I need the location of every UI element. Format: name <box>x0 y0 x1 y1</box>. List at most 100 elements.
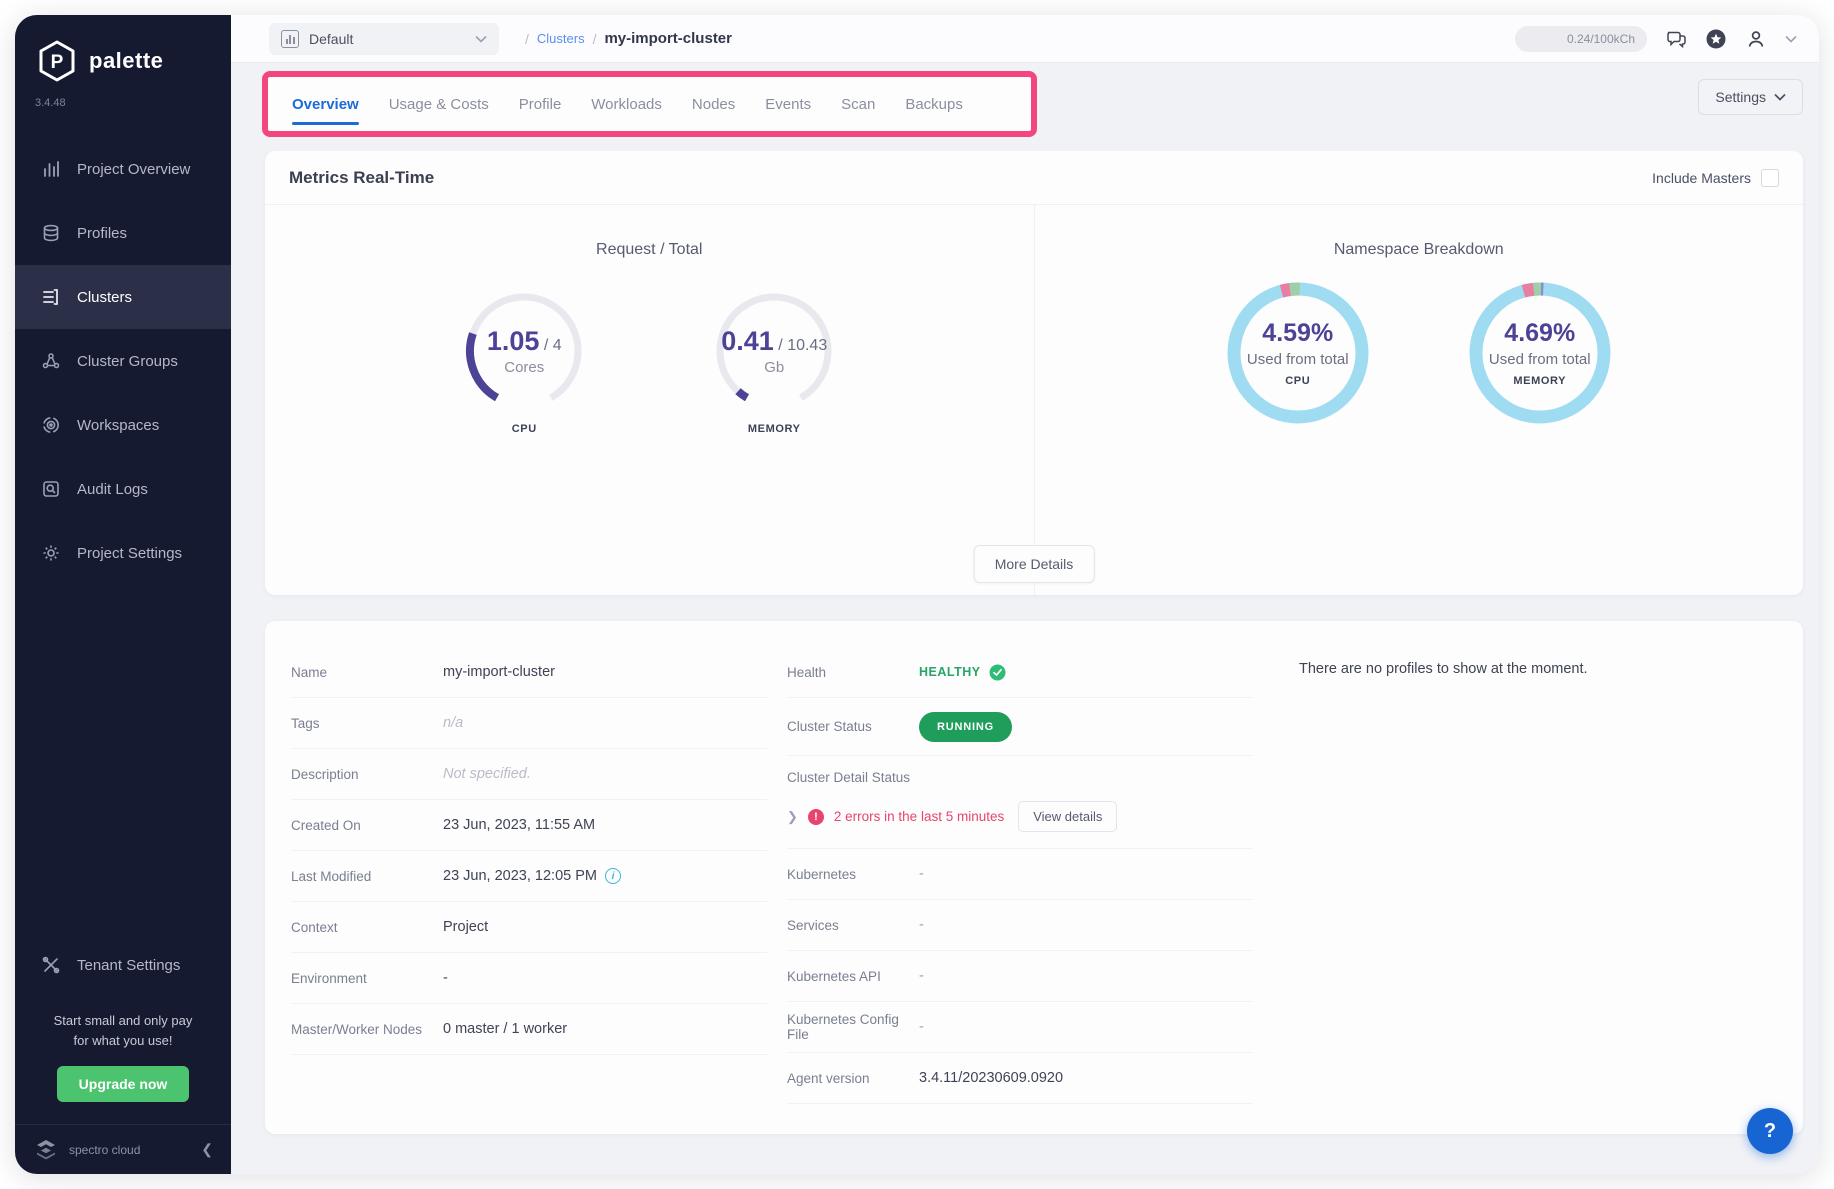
sidebar-item-label: Audit Logs <box>77 480 148 498</box>
view-details-button[interactable]: View details <box>1018 801 1118 832</box>
tab-nodes[interactable]: Nodes <box>691 95 736 113</box>
profiles-column: There are no profiles to show at the mom… <box>1273 647 1777 1104</box>
sidebar-item-clusters[interactable]: Clusters <box>15 265 231 329</box>
chat-icon[interactable] <box>1665 28 1687 50</box>
network-nodes-icon <box>41 351 61 371</box>
breadcrumb-link-clusters[interactable]: Clusters <box>536 31 585 46</box>
project-selector-value: Default <box>309 30 354 47</box>
tabs-row: Overview Usage & Costs Profile Workloads… <box>231 63 1819 151</box>
info-row-environment: Environment - <box>291 953 767 1004</box>
sidebar-item-label: Clusters <box>77 288 133 306</box>
audit-search-icon <box>41 479 61 499</box>
breadcrumb-separator: / <box>592 30 597 47</box>
sidebar-item-audit-logs[interactable]: Audit Logs <box>15 457 231 521</box>
star-circle-icon[interactable] <box>1705 28 1727 50</box>
sidebar-item-cluster-groups[interactable]: Cluster Groups <box>15 329 231 393</box>
cluster-details-card: Name my-import-cluster Tags n/a Descript… <box>265 621 1803 1134</box>
svg-text:P: P <box>51 52 64 73</box>
namespace-memory-percent: 4.69% <box>1504 319 1576 347</box>
info-row-tags: Tags n/a <box>291 698 767 749</box>
palette-logo-icon: P <box>35 39 79 83</box>
tab-usage-costs[interactable]: Usage & Costs <box>388 95 489 113</box>
tab-overview[interactable]: Overview <box>292 77 359 131</box>
tab-workloads[interactable]: Workloads <box>591 95 662 113</box>
sidebar-item-project-overview[interactable]: Project Overview <box>15 137 231 201</box>
detail-status-label: Cluster Detail Status <box>787 770 911 785</box>
tabs-annotation-highlight: Overview Usage & Costs Profile Workloads… <box>262 71 1037 137</box>
sidebar-menu: Project Overview Profiles Clusters <box>15 137 231 585</box>
sidebar-item-label: Project Settings <box>77 544 183 562</box>
tab-scan[interactable]: Scan <box>841 95 876 113</box>
sidebar-item-workspaces[interactable]: Workspaces <box>15 393 231 457</box>
namespace-memory-subtitle: Used from total <box>1488 351 1591 368</box>
sidebar-item-project-settings[interactable]: Project Settings <box>15 521 231 585</box>
request-total-pane: Request / Total 1.05 / 4 <box>265 205 1035 595</box>
project-chart-icon <box>281 29 299 48</box>
sidebar-item-label: Tenant Settings <box>77 956 181 974</box>
breadcrumb: / Clusters / my-import-cluster <box>525 30 732 47</box>
cluster-status-column: Health HEALTHY Cluster Status RUNNING Cl… <box>787 647 1253 1104</box>
namespace-cpu-donut: 4.59% Used from total CPU <box>1218 273 1378 433</box>
user-icon[interactable] <box>1745 28 1767 50</box>
tab-profile[interactable]: Profile <box>518 95 562 113</box>
memory-unit: Gb <box>764 359 785 376</box>
healthy-check-icon <box>989 664 1006 681</box>
sidebar-collapse-icon[interactable]: ❮ <box>201 1141 213 1157</box>
breadcrumb-current: my-import-cluster <box>604 30 732 47</box>
info-row-master-worker: Master/Worker Nodes 0 master / 1 worker <box>291 1004 767 1055</box>
status-row-kubernetes: Kubernetes - <box>787 849 1253 900</box>
credits-badge: 0.24/100kCh <box>1515 25 1647 52</box>
memory-used-value: 0.41 <box>721 326 774 356</box>
breadcrumb-separator: / <box>525 30 529 47</box>
namespace-memory-caption: MEMORY <box>1513 375 1567 387</box>
info-row-name: Name my-import-cluster <box>291 647 767 698</box>
settings-button-label: Settings <box>1715 89 1766 105</box>
namespace-breakdown-title: Namespace Breakdown <box>1333 241 1504 258</box>
cluster-info-column: Name my-import-cluster Tags n/a Descript… <box>291 647 767 1104</box>
spectro-cloud-wordmark: spectro cloud <box>69 1142 141 1157</box>
error-icon: ! <box>807 808 824 825</box>
project-selector[interactable]: Default <box>269 22 499 55</box>
chevron-down-icon[interactable] <box>1785 30 1797 48</box>
chevron-down-icon <box>1774 93 1786 101</box>
tools-icon <box>41 955 61 975</box>
cluster-detail-status-block: Cluster Detail Status ❯ ! 2 errors in th… <box>787 756 1253 849</box>
info-row-description: Description Not specified. <box>291 749 767 800</box>
namespace-cpu-percent: 4.59% <box>1262 319 1334 347</box>
include-masters-label: Include Masters <box>1652 169 1751 186</box>
info-row-created-on: Created On 23 Jun, 2023, 11:55 AM <box>291 800 767 851</box>
spectro-cloud-logo-icon <box>33 1139 59 1161</box>
sidebar: P palette 3.4.48 Project Overview <box>15 15 231 1174</box>
info-row-context: Context Project <box>291 902 767 953</box>
info-icon[interactable]: i <box>604 868 621 884</box>
more-details-button[interactable]: More Details <box>973 545 1095 583</box>
namespace-memory-donut: 4.69% Used from total MEMORY <box>1460 273 1620 433</box>
sidebar-item-profiles[interactable]: Profiles <box>15 201 231 265</box>
status-row-health: Health HEALTHY <box>787 647 1253 698</box>
topbar: Default / Clusters / my-import-cluster 0… <box>231 15 1819 63</box>
upgrade-promo-text: Start small and only pay for what you us… <box>53 1013 193 1048</box>
cluster-list-icon <box>41 287 61 307</box>
include-masters-checkbox[interactable] <box>1761 168 1779 187</box>
chevron-down-icon <box>475 30 487 48</box>
sidebar-item-tenant-settings[interactable]: Tenant Settings <box>15 933 231 997</box>
cpu-gauge: 1.05 / 4 Cores CPU <box>444 277 604 435</box>
metrics-card: Metrics Real-Time Include Masters Reques… <box>265 151 1803 595</box>
help-button[interactable]: ? <box>1747 1108 1793 1154</box>
upgrade-now-button[interactable]: Upgrade now <box>56 1066 190 1102</box>
status-row-agent-version: Agent version 3.4.11/20230609.0920 <box>787 1053 1253 1104</box>
memory-caption: MEMORY <box>747 423 801 435</box>
health-value: HEALTHY <box>919 665 981 679</box>
expand-chevron-icon[interactable]: ❯ <box>787 808 798 824</box>
settings-button[interactable]: Settings <box>1698 79 1803 115</box>
request-total-title: Request / Total <box>596 241 703 258</box>
metrics-title: Metrics Real-Time <box>289 167 435 187</box>
cpu-used-value: 1.05 <box>486 326 540 356</box>
tab-events[interactable]: Events <box>765 95 812 113</box>
sidebar-item-label: Project Overview <box>77 160 191 178</box>
memory-total-value: 10.43 <box>787 337 828 354</box>
tab-backups[interactable]: Backups <box>905 95 963 113</box>
namespace-cpu-subtitle: Used from total <box>1246 351 1349 368</box>
cpu-total-value: 4 <box>552 337 562 354</box>
